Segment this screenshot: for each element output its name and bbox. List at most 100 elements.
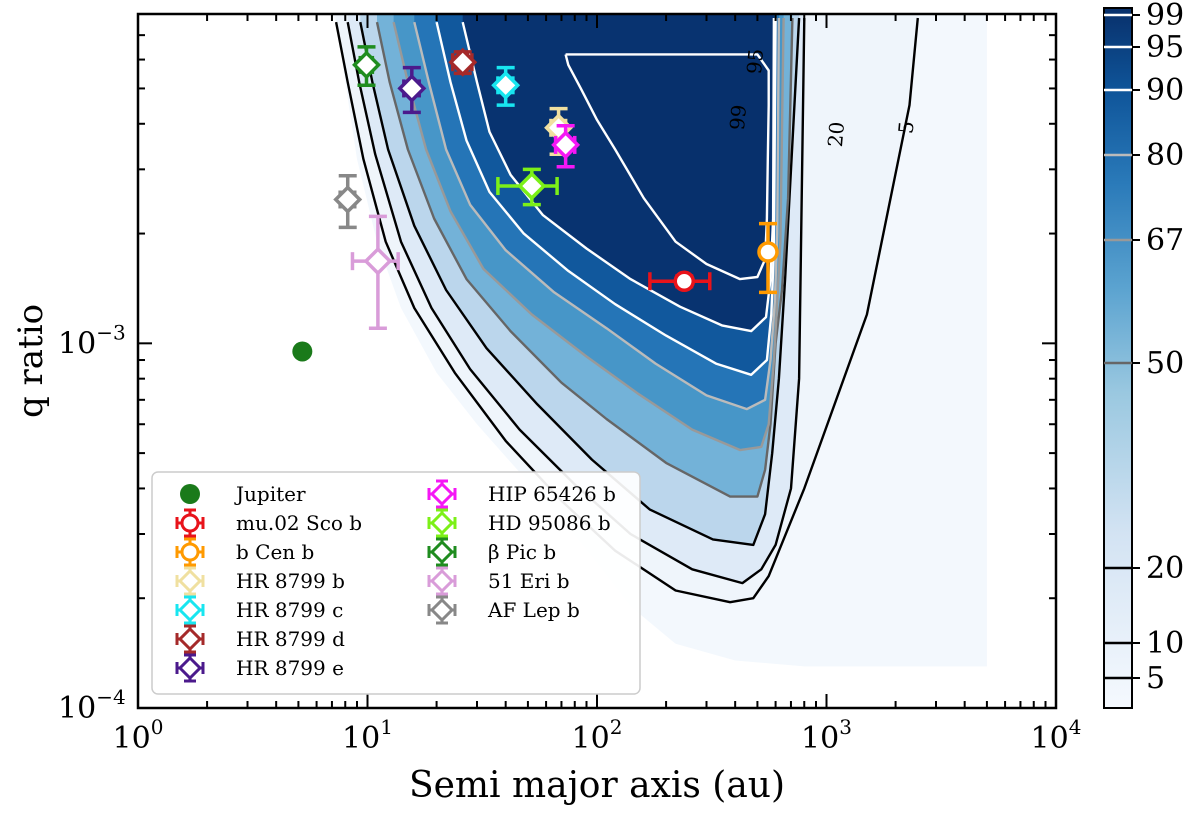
marker-diamond	[352, 50, 381, 80]
legend-box	[151, 471, 641, 695]
x-tick-label: 102	[572, 715, 623, 756]
legend-marker	[429, 568, 455, 594]
y-tick-label: 10−3	[58, 320, 126, 361]
legend: Jupiter mu.02 Sco b b Cen b HR 8799 b HR 879…	[151, 471, 641, 695]
marker-circle	[673, 270, 696, 292]
legend-marker	[177, 655, 203, 681]
data-points	[292, 45, 779, 362]
marker-diamond	[517, 171, 547, 201]
x-tick-exponent: 4	[1069, 715, 1082, 739]
marker-circle	[292, 341, 313, 362]
marker-diamond	[448, 47, 478, 77]
legend-marker	[180, 484, 200, 504]
legend-label: HR 8799 e	[236, 656, 344, 680]
point-af-lep-b	[333, 174, 363, 230]
legend-item: mu.02 Sco b	[175, 508, 362, 538]
colorbar-tick-label: 80	[1146, 138, 1184, 173]
colorbar-tick-label: 95	[1146, 30, 1184, 65]
legend-marker	[429, 597, 455, 623]
legend-marker	[429, 539, 455, 565]
point--pic-b	[352, 45, 381, 88]
marker-diamond	[551, 130, 581, 160]
legend-marker	[177, 568, 203, 594]
contour-label-20: 20	[823, 121, 849, 148]
point-51-eri-b	[350, 214, 400, 330]
colorbar-tick-label: 5	[1146, 661, 1165, 696]
contour-90	[435, 17, 777, 376]
y-axis-label: q ratio	[11, 304, 51, 418]
colorbar-gradient	[1103, 7, 1133, 709]
point-hr-8799-e	[397, 65, 427, 115]
legend-label: mu.02 Sco b	[236, 511, 362, 535]
x-tick-exponent: 0	[151, 715, 164, 739]
colorbar-tick-label: 90	[1146, 73, 1184, 108]
x-axis-label: Semi major axis (au)	[409, 765, 785, 806]
contour-50	[375, 17, 794, 498]
legend-item: HIP 65426 b	[427, 479, 616, 509]
legend-item: HR 8799 c	[175, 595, 343, 625]
legend-label: HR 8799 d	[236, 627, 345, 651]
x-tick-exponent: 1	[380, 715, 393, 739]
legend-marker	[180, 542, 200, 562]
legend-label: HD 95086 b	[488, 511, 611, 535]
marker-diamond	[363, 246, 393, 276]
point-hr-8799-d	[448, 47, 478, 77]
point-hip-65426-b	[551, 124, 581, 169]
x-tick-exponent: 3	[839, 715, 852, 739]
point-b-cen-b	[757, 221, 779, 295]
legend-label: b Cen b	[236, 540, 314, 564]
contour-95	[461, 17, 776, 333]
marker-diamond	[491, 70, 521, 100]
legend-label: 51 Eri b	[488, 569, 570, 593]
marker-diamond	[333, 185, 363, 214]
contour-80	[413, 17, 781, 411]
colorbar-tick-label: 99	[1146, 0, 1184, 33]
legend-item: HR 8799 d	[175, 624, 345, 654]
x-tick-exponent: 2	[610, 715, 623, 739]
y-tick-exponent: −3	[96, 320, 125, 344]
contour-67	[392, 17, 785, 452]
colorbar-tick-label: 20	[1146, 551, 1184, 586]
legend-item: AF Lep b	[427, 595, 580, 625]
x-tick-label: 100	[113, 715, 164, 756]
contour-label-95: 95	[742, 48, 768, 75]
legend-item: HD 95086 b	[427, 508, 611, 538]
x-tick-label: 101	[342, 715, 393, 756]
contour-labels: 99 95 20 5	[725, 48, 919, 148]
x-tick-label: 104	[1031, 715, 1082, 756]
legend-item: HR 8799 e	[175, 653, 344, 683]
colorbar-tick-label: 67	[1146, 223, 1184, 258]
point-mu-02-sco-b	[648, 270, 712, 292]
legend-marker	[429, 481, 455, 507]
marker-circle	[757, 241, 779, 263]
legend-marker	[177, 597, 203, 623]
y-tick-exponent: −4	[96, 685, 125, 709]
marker-diamond	[397, 73, 427, 103]
legend-label: HIP 65426 b	[488, 482, 616, 506]
contour-20	[359, 17, 801, 547]
legend-label: HR 8799 c	[236, 598, 343, 622]
legend-label: β Pic b	[488, 540, 556, 564]
legend-label: HR 8799 b	[236, 569, 345, 593]
y-tick-label: 10−4	[58, 685, 126, 726]
point-hr-8799-c	[491, 65, 521, 107]
legend-item: HR 8799 b	[175, 566, 345, 596]
colorbar-tick-label: 10	[1146, 626, 1184, 661]
x-tick-label: 103	[801, 715, 852, 756]
legend-marker	[177, 626, 203, 652]
legend-marker	[180, 513, 200, 533]
colorbar-tick-label: 50	[1146, 346, 1184, 381]
legend-item: 51 Eri b	[427, 566, 570, 596]
point-jupiter	[292, 341, 313, 362]
legend-item: b Cen b	[175, 537, 314, 567]
contour-label-99: 99	[725, 104, 751, 131]
point-hd-95086-b	[496, 167, 559, 207]
legend-item: Jupiter	[180, 482, 306, 506]
legend-item: β Pic b	[427, 537, 556, 567]
legend-label: Jupiter	[234, 482, 306, 506]
legend-label: AF Lep b	[487, 598, 580, 622]
legend-marker	[429, 510, 455, 536]
map-region-99	[565, 54, 769, 280]
